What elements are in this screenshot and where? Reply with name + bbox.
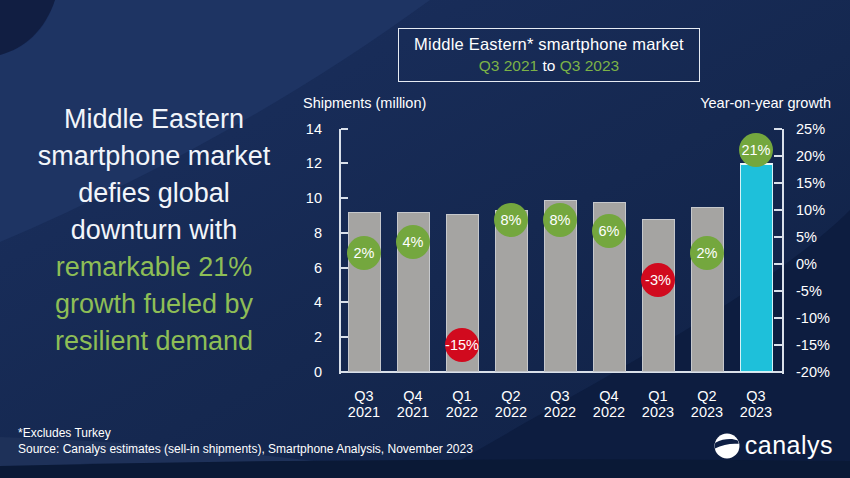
right-axis-tick-label: 15% [796,174,825,192]
right-axis-tick-label: 20% [796,147,825,165]
canalys-logo-text: canalys [745,431,833,460]
canalys-logo-icon [714,433,740,459]
growth-badge-q1-2023: -3% [641,263,675,297]
right-axis-tick [774,344,782,346]
left-axis-tick [341,197,348,199]
right-axis-tick-label: 10% [796,201,825,219]
left-axis-tick-label: 12 [286,154,322,172]
footnote: *Excludes Turkey [18,426,111,440]
right-axis-tick [774,263,782,265]
growth-badge-q1-2022: -15% [445,328,479,362]
left-axis-tick-label: 6 [286,259,322,277]
growth-badge-q3-2023: 21% [739,133,773,167]
left-axis-tick-label: 4 [286,293,322,311]
growth-badge-q4-2021: 4% [396,225,430,259]
left-axis-tick [341,128,348,130]
left-axis-tick-label: 8 [286,224,322,242]
right-axis-tick [774,128,782,130]
source-note: Source: Canalys estimates (sell-in shipm… [18,442,473,456]
right-axis-tick [774,155,782,157]
right-axis-tick [774,317,782,319]
right-axis-tick-label: -5% [796,282,822,300]
right-axis-tick [774,236,782,238]
bar-q3-2023 [740,163,773,372]
right-axis-tick-label: 25% [796,120,825,138]
growth-badge-q3-2021: 2% [347,236,381,270]
bar-chart: 0 2 4 6 8 10 12 14 -20% -15% -10% -5% 0% 5% 10% 15% 20% 2… [0,0,850,478]
right-axis-tick [774,182,782,184]
left-axis-tick-label: 10 [286,189,322,207]
right-axis-tick-label: 0% [796,255,817,273]
bar-q2-2023 [691,207,724,372]
right-axis-tick-label: 5% [796,228,817,246]
x-axis-label-line: 2023 [724,404,788,420]
x-axis-label: Q32023 [724,388,788,420]
canalys-logo: canalys [714,431,833,460]
x-axis-label-line: Q3 [724,388,788,404]
left-axis-tick [341,162,348,164]
right-axis-tick [774,290,782,292]
right-axis-tick [774,371,782,373]
left-axis-tick-label: 2 [286,328,322,346]
left-axis-tick-label: 14 [286,120,322,138]
growth-badge-q2-2023: 2% [690,236,724,270]
right-axis-tick-label: -10% [796,309,830,327]
right-axis-tick [774,209,782,211]
right-axis-line [782,129,784,375]
right-axis-tick-label: -20% [796,363,830,381]
right-axis-tick-label: -15% [796,336,830,354]
left-axis-tick-label: 0 [286,363,322,381]
